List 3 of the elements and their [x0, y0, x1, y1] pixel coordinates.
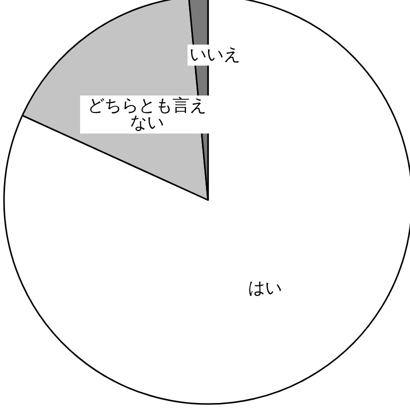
slice-label: はい	[248, 278, 282, 298]
slice-label: どちらとも言えない	[88, 96, 207, 133]
slice-label: いいえ	[190, 45, 241, 66]
